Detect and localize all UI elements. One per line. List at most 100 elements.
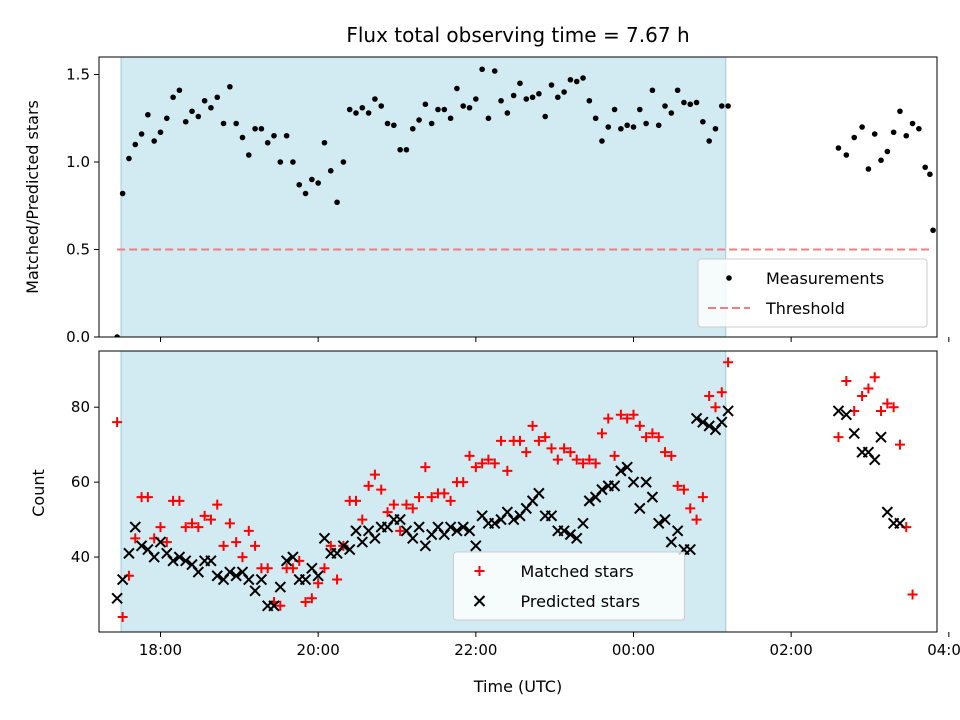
data-point	[287, 551, 299, 563]
data-point	[463, 525, 476, 537]
y-tick-label: 80	[71, 398, 90, 416]
data-point	[369, 469, 380, 480]
data-point	[565, 447, 576, 458]
data-point	[523, 96, 530, 102]
series-measurements	[114, 66, 936, 337]
data-point	[233, 120, 239, 127]
data-point	[337, 540, 350, 552]
plot-area	[114, 66, 936, 337]
data-point	[674, 87, 681, 94]
data-point	[659, 513, 671, 526]
data-point	[224, 518, 235, 529]
data-point	[130, 533, 141, 544]
data-point	[723, 357, 734, 368]
data-point	[916, 125, 922, 132]
data-point	[653, 432, 664, 443]
data-point	[174, 495, 185, 506]
data-point	[460, 103, 467, 109]
data-point	[668, 110, 675, 116]
data-point	[622, 413, 633, 424]
data-point	[640, 476, 652, 488]
data-point	[621, 461, 633, 473]
data-point	[571, 454, 582, 465]
data-point	[369, 532, 381, 545]
y-tick-label: 0.0	[66, 328, 90, 346]
data-point	[192, 566, 205, 578]
data-point	[132, 141, 139, 148]
data-point	[615, 465, 627, 477]
data-point	[875, 431, 887, 443]
legend: Measurements Threshold	[697, 258, 928, 328]
data-point	[414, 492, 425, 503]
data-point	[464, 450, 475, 461]
y-tick-label: 1.0	[66, 153, 90, 171]
data-point	[521, 447, 532, 458]
data-point	[470, 540, 482, 552]
data-point	[123, 547, 135, 560]
data-point	[691, 514, 702, 525]
y-tick-label: 60	[71, 473, 90, 491]
data-point	[660, 447, 671, 458]
data-point	[573, 78, 580, 85]
top-y-axis-label: Matched/Predicted stars	[23, 100, 42, 294]
data-point	[833, 432, 844, 443]
data-point	[299, 573, 312, 586]
bottom-y-axis-label: Count	[29, 469, 48, 517]
data-point	[224, 566, 236, 578]
data-point	[722, 405, 734, 417]
data-point	[327, 167, 334, 174]
data-point	[930, 227, 936, 234]
data-point	[608, 480, 621, 492]
data-point	[498, 97, 504, 104]
data-point	[869, 372, 880, 383]
data-point	[504, 110, 511, 116]
data-point	[170, 94, 176, 101]
data-point	[359, 104, 366, 111]
data-point	[671, 525, 684, 537]
data-point	[372, 96, 378, 102]
data-point	[835, 145, 842, 151]
data-point	[454, 85, 460, 92]
data-point	[473, 96, 479, 102]
data-point	[718, 103, 725, 109]
data-point	[388, 499, 399, 510]
ratio-panel: 0.0 0.5 1.0 1.5 Measurements Threshold	[66, 56, 950, 346]
data-point	[567, 76, 574, 83]
data-point	[615, 409, 626, 420]
data-point	[340, 159, 347, 165]
data-point	[343, 543, 356, 556]
data-point	[205, 555, 217, 567]
data-point	[580, 75, 586, 81]
data-point	[151, 138, 157, 144]
data-point	[413, 521, 425, 533]
data-point	[583, 495, 596, 507]
data-point	[126, 155, 132, 162]
data-point	[851, 134, 858, 141]
data-point	[489, 458, 500, 469]
data-point	[548, 82, 555, 88]
data-point	[510, 92, 517, 99]
data-point	[283, 132, 290, 139]
data-point	[559, 443, 570, 454]
data-point	[218, 540, 229, 551]
data-point	[416, 117, 422, 123]
data-point	[687, 101, 694, 108]
data-point	[167, 555, 179, 567]
data-point	[857, 390, 868, 401]
data-point	[451, 525, 463, 537]
data-point	[871, 131, 878, 137]
data-point	[684, 543, 696, 556]
data-point	[697, 416, 709, 428]
data-point	[422, 101, 429, 108]
data-point	[643, 120, 649, 127]
data-point	[135, 540, 148, 552]
data-point	[590, 458, 601, 469]
data-point	[922, 164, 928, 171]
data-point	[470, 462, 481, 473]
data-point	[596, 483, 608, 496]
data-point	[321, 139, 328, 146]
x-tick-label: 20:00	[297, 641, 340, 659]
axes-frame	[98, 350, 938, 633]
data-point	[700, 118, 706, 125]
data-point	[199, 510, 210, 521]
